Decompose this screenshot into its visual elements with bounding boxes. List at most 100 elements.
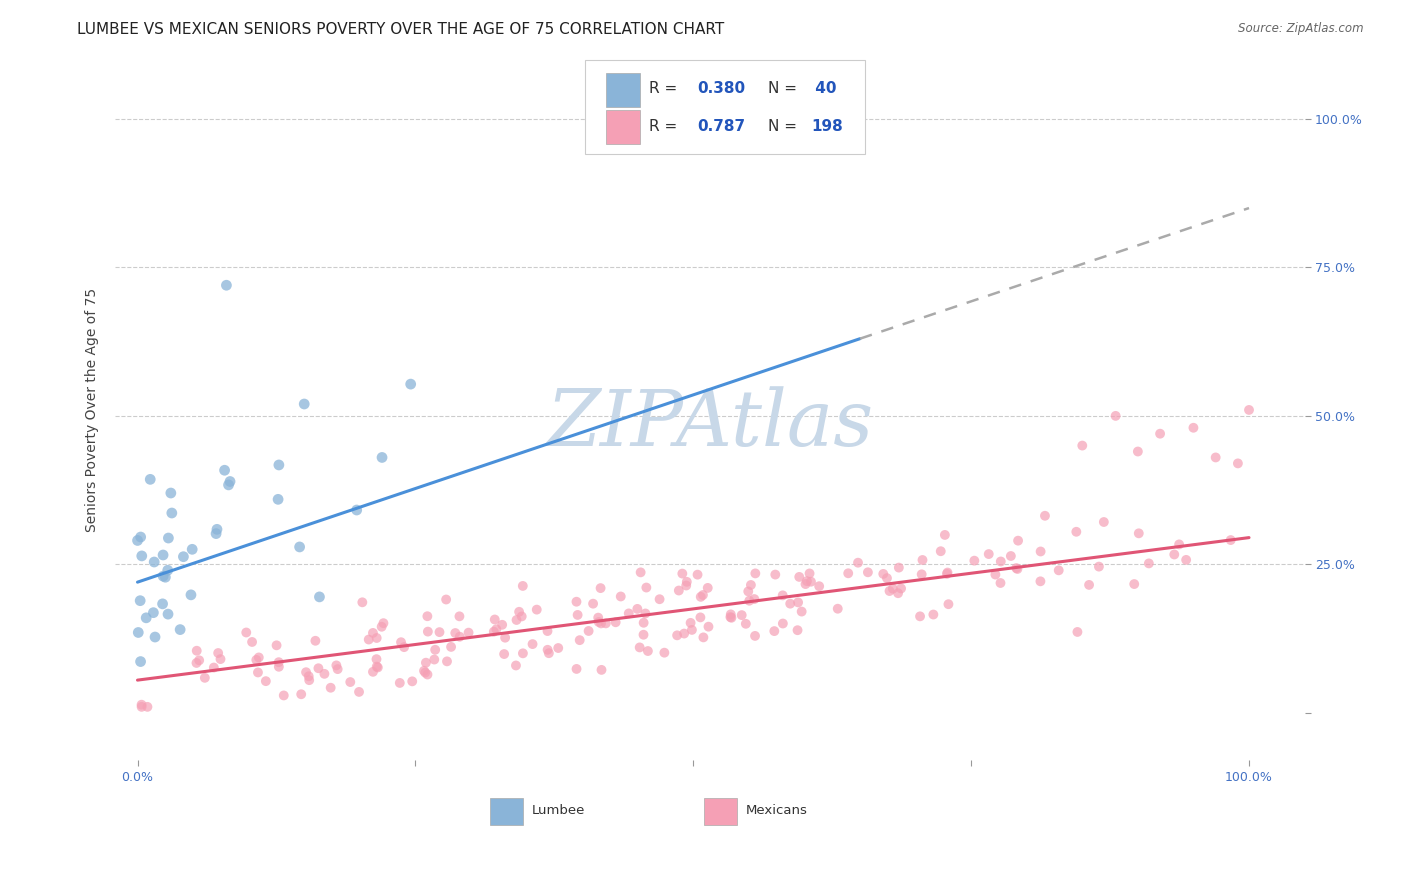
Point [633, 615, 655, 630]
Point [772, 616, 794, 631]
Point [505, 613, 527, 627]
Point [131, 549, 153, 563]
Point [582, 597, 605, 611]
Point [911, 553, 934, 567]
Point [744, 566, 766, 581]
Point [787, 570, 810, 584]
Point [536, 642, 558, 657]
Point [494, 631, 516, 645]
Point [872, 566, 894, 581]
Point [247, 650, 270, 665]
Point [415, 656, 437, 670]
Point [790, 605, 813, 619]
Point [413, 665, 436, 680]
Point [512, 646, 534, 660]
Point [267, 458, 290, 472]
Text: 0.380: 0.380 [697, 81, 745, 95]
Point [856, 566, 879, 580]
Point [157, 531, 180, 545]
Point [734, 616, 756, 631]
Point [588, 615, 610, 629]
Point [922, 607, 945, 622]
Point [990, 576, 1012, 591]
Y-axis label: Seniors Poverty Over the Age of 75: Seniors Poverty Over the Age of 75 [86, 288, 100, 532]
Text: Mexicans: Mexicans [745, 805, 807, 817]
Point [131, 699, 153, 714]
Point [307, 661, 329, 675]
Point [666, 628, 689, 642]
Point [984, 567, 1007, 582]
Point [494, 647, 516, 661]
Point [215, 278, 238, 293]
Point [537, 646, 560, 660]
Point [127, 533, 149, 548]
Point [682, 112, 704, 126]
Point [887, 560, 910, 574]
Point [235, 625, 257, 640]
Point [205, 522, 228, 536]
Point [536, 624, 558, 638]
Point [416, 624, 439, 639]
Point [449, 609, 471, 624]
Point [505, 658, 527, 673]
Point [522, 637, 544, 651]
Point [617, 607, 640, 621]
Text: R =: R = [650, 119, 682, 134]
Point [308, 590, 330, 604]
Point [568, 633, 591, 648]
Point [160, 506, 183, 520]
Text: R =: R = [650, 81, 682, 95]
Point [129, 593, 152, 607]
Point [129, 655, 152, 669]
Point [267, 492, 290, 507]
Point [837, 566, 859, 581]
Point [654, 646, 676, 660]
Point [718, 610, 741, 624]
Point [626, 602, 648, 616]
Text: Source: ZipAtlas.com: Source: ZipAtlas.com [1239, 22, 1364, 36]
Point [1078, 578, 1101, 592]
Point [772, 588, 794, 602]
Text: 40: 40 [810, 81, 837, 95]
Point [630, 566, 652, 580]
Point [218, 478, 240, 492]
Point [737, 584, 759, 599]
Point [295, 665, 318, 680]
Point [326, 662, 349, 676]
Point [1033, 508, 1056, 523]
Point [675, 574, 697, 589]
Text: N =: N = [768, 119, 801, 134]
Point [240, 635, 263, 649]
Point [314, 666, 336, 681]
Point [794, 577, 817, 591]
Point [1007, 562, 1029, 576]
Point [595, 616, 617, 631]
Point [508, 605, 530, 619]
Point [1005, 561, 1028, 575]
Point [339, 675, 361, 690]
Point [254, 674, 277, 689]
Point [388, 676, 411, 690]
Point [304, 633, 326, 648]
Point [1104, 409, 1126, 423]
Point [679, 615, 702, 630]
Point [1175, 553, 1198, 567]
Point [209, 652, 232, 666]
Point [416, 667, 439, 681]
Point [131, 698, 153, 712]
Point [155, 570, 177, 584]
Point [696, 581, 718, 595]
Point [1092, 515, 1115, 529]
Point [425, 642, 447, 657]
Point [139, 472, 162, 486]
Point [799, 566, 821, 581]
Point [181, 542, 204, 557]
Point [266, 638, 288, 652]
Point [763, 567, 786, 582]
Point [1226, 456, 1249, 470]
Point [936, 566, 959, 580]
Point [668, 583, 690, 598]
Point [565, 595, 588, 609]
Point [637, 644, 659, 658]
Point [169, 623, 191, 637]
